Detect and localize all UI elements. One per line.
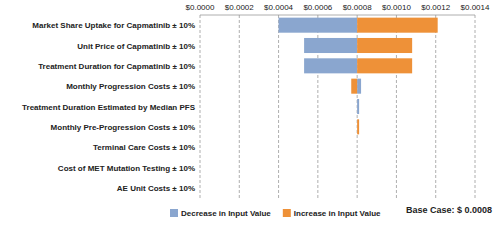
- bar: [357, 99, 359, 114]
- category-label: Market Share Uptake for Capmatinib ± 10%: [32, 21, 195, 30]
- bar: [357, 140, 358, 155]
- legend-label: Decrease in Input Value: [181, 209, 271, 218]
- bar: [357, 119, 359, 134]
- category-label: Monthly Progression Costs ± 10%: [66, 82, 195, 91]
- bar: [357, 180, 358, 195]
- tick-label: $0.0012: [421, 3, 450, 12]
- legend-label: Increase in Input Value: [294, 209, 381, 218]
- axis-line: [200, 15, 475, 16]
- category-label: AE Unit Costs ± 10%: [117, 184, 195, 193]
- category-label: Treatment Duration Estimated by Median P…: [22, 103, 196, 112]
- grid-line: [239, 15, 240, 198]
- category-label: Monthly Pre-Progression Costs ± 10%: [51, 123, 195, 132]
- tick-label: $0.0000: [186, 3, 215, 12]
- tick-label: $0.0010: [382, 3, 411, 12]
- tick-label: $0.0006: [303, 3, 332, 12]
- bar: [357, 99, 358, 114]
- bars: [279, 18, 438, 135]
- tick-label: $0.0004: [264, 3, 293, 12]
- bar: [351, 79, 357, 94]
- legend-swatch: [170, 209, 178, 217]
- grid-line: [475, 15, 476, 198]
- base-case-label: Base Case: $ 0.0008: [406, 205, 492, 215]
- bar: [357, 79, 361, 94]
- tick-label: $0.0002: [225, 3, 254, 12]
- bar: [357, 38, 412, 53]
- bar: [279, 18, 358, 33]
- category-label: Cost of MET Mutation Testing ± 10%: [58, 164, 195, 173]
- bar: [357, 160, 358, 175]
- category-label: Treatment Duration for Capmatinib ± 10%: [38, 62, 195, 71]
- bar: [357, 180, 358, 195]
- category-label: Terminal Care Costs ± 10%: [93, 143, 195, 152]
- grid-line: [200, 15, 201, 198]
- chart: $0.0000 $0.0002 $0.0004 $0.0006 $0.0008 $0.00…: [0, 0, 500, 225]
- bar: [357, 58, 412, 73]
- category-label: Unit Price of Capmatinib ± 10%: [77, 42, 195, 51]
- bar: [304, 58, 357, 73]
- legend-swatch: [283, 209, 291, 217]
- grid-line: [435, 15, 436, 198]
- tick-label: $0.0008: [343, 3, 372, 12]
- bar: [357, 140, 358, 155]
- bar: [304, 38, 357, 53]
- bar: [357, 18, 438, 33]
- bar: [357, 160, 358, 175]
- grid-line: [278, 15, 279, 198]
- tick-label: $0.0014: [461, 3, 490, 12]
